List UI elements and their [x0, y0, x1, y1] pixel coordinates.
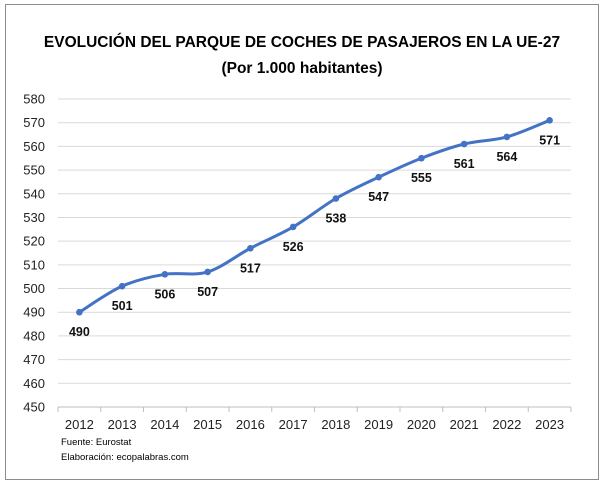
x-tick-label: 2012 — [65, 417, 94, 432]
x-tick-label: 2020 — [407, 417, 436, 432]
data-point — [503, 133, 511, 141]
data-label: 555 — [411, 171, 432, 185]
data-point — [118, 282, 126, 290]
data-label: 538 — [325, 212, 346, 226]
x-tick-label: 2014 — [150, 417, 179, 432]
source-note: Fuente: Eurostat — [61, 437, 132, 448]
data-label: 507 — [197, 285, 218, 299]
data-label: 561 — [454, 157, 475, 171]
y-tick-label: 490 — [23, 305, 45, 320]
data-point — [204, 268, 211, 276]
y-tick-label: 460 — [23, 376, 45, 391]
chart-title: EVOLUCIÓN DEL PARQUE DE COCHES DE PASAJE… — [44, 33, 560, 51]
y-tick-label: 570 — [23, 115, 45, 130]
data-label: 506 — [154, 287, 175, 301]
x-tick-label: 2016 — [236, 417, 265, 432]
credit-note: Elaboración: ecopalabras.com — [61, 452, 189, 463]
y-tick-label: 560 — [23, 139, 45, 154]
data-label: 517 — [240, 261, 261, 275]
chart-frame — [5, 4, 599, 480]
data-point — [418, 154, 425, 162]
y-tick-label: 470 — [23, 352, 45, 367]
data-point — [460, 140, 468, 148]
y-tick-label: 520 — [23, 234, 45, 249]
data-point — [247, 244, 254, 252]
y-tick-label: 510 — [23, 257, 45, 272]
chart-subtitle: (Por 1.000 habitantes) — [221, 60, 382, 77]
x-tick-label: 2015 — [193, 417, 222, 432]
x-tick-label: 2017 — [279, 417, 308, 432]
x-tick-label: 2023 — [535, 417, 564, 432]
data-point — [332, 195, 340, 202]
data-point — [546, 117, 553, 124]
data-label: 564 — [496, 150, 517, 164]
data-point — [289, 223, 297, 231]
y-tick-label: 530 — [23, 210, 45, 225]
data-point — [375, 173, 382, 181]
data-point — [161, 271, 169, 278]
y-tick-label: 580 — [23, 92, 45, 107]
y-tick-label: 450 — [23, 400, 45, 415]
x-tick-label: 2013 — [108, 417, 137, 432]
y-tick-label: 550 — [23, 163, 45, 178]
x-tick-label: 2022 — [492, 417, 521, 432]
data-label: 547 — [368, 190, 389, 204]
x-tick-label: 2021 — [450, 417, 479, 432]
x-tick-label: 2019 — [364, 417, 393, 432]
data-point — [76, 308, 83, 316]
x-tick-label: 2018 — [321, 417, 350, 432]
y-tick-label: 540 — [23, 186, 45, 201]
series-line — [77, 118, 552, 314]
data-label: 490 — [69, 325, 90, 339]
data-label: 501 — [112, 299, 133, 313]
y-tick-label: 500 — [23, 281, 45, 296]
data-label: 571 — [539, 133, 560, 147]
data-label: 526 — [283, 240, 304, 254]
y-tick-label: 480 — [23, 328, 45, 343]
